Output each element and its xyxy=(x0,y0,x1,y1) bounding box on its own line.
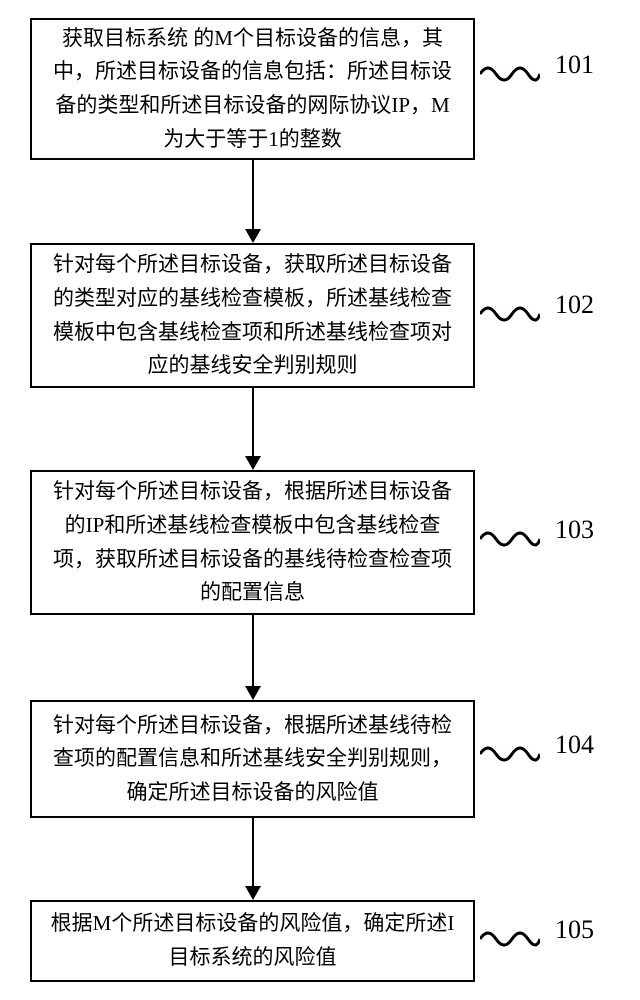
step-text: 针对每个所述目标设备，获取所述目标设备的类型对应的基线检查模板，所述基线检查模板… xyxy=(48,248,457,382)
flowchart-step-104: 针对每个所述目标设备，根据所述基线待检查项的配置信息和所述基线安全判别规则，确定… xyxy=(30,700,475,818)
flowchart-step-105: 根据M个所述目标设备的风险值，确定所述I目标系统的风险值 xyxy=(30,900,475,982)
step-label-102: 102 xyxy=(555,290,594,320)
squiggle-connector xyxy=(480,300,540,324)
step-text: 针对每个所述目标设备，根据所述基线待检查项的配置信息和所述基线安全判别规则，确定… xyxy=(48,709,457,810)
step-text: 获取目标系统 的M个目标设备的信息，其中，所述目标设备的信息包括：所述目标设备的… xyxy=(48,22,457,156)
squiggle-connector xyxy=(480,925,540,949)
step-label-103: 103 xyxy=(555,515,594,545)
step-label-105: 105 xyxy=(555,915,594,945)
flowchart-step-102: 针对每个所述目标设备，获取所述目标设备的类型对应的基线检查模板，所述基线检查模板… xyxy=(30,243,475,388)
squiggle-connector xyxy=(480,60,540,84)
flowchart-step-103: 针对每个所述目标设备，根据所述目标设备的IP和所述基线检查模板中包含基线检查项，… xyxy=(30,470,475,615)
step-text: 根据M个所述目标设备的风险值，确定所述I目标系统的风险值 xyxy=(48,907,457,974)
step-label-101: 101 xyxy=(555,50,594,80)
flowchart-canvas: 获取目标系统 的M个目标设备的信息，其中，所述目标设备的信息包括：所述目标设备的… xyxy=(0,0,640,1000)
squiggle-connector xyxy=(480,525,540,549)
squiggle-connector xyxy=(480,740,540,764)
step-label-104: 104 xyxy=(555,730,594,760)
flowchart-step-101: 获取目标系统 的M个目标设备的信息，其中，所述目标设备的信息包括：所述目标设备的… xyxy=(30,18,475,160)
step-text: 针对每个所述目标设备，根据所述目标设备的IP和所述基线检查模板中包含基线检查项，… xyxy=(48,475,457,609)
